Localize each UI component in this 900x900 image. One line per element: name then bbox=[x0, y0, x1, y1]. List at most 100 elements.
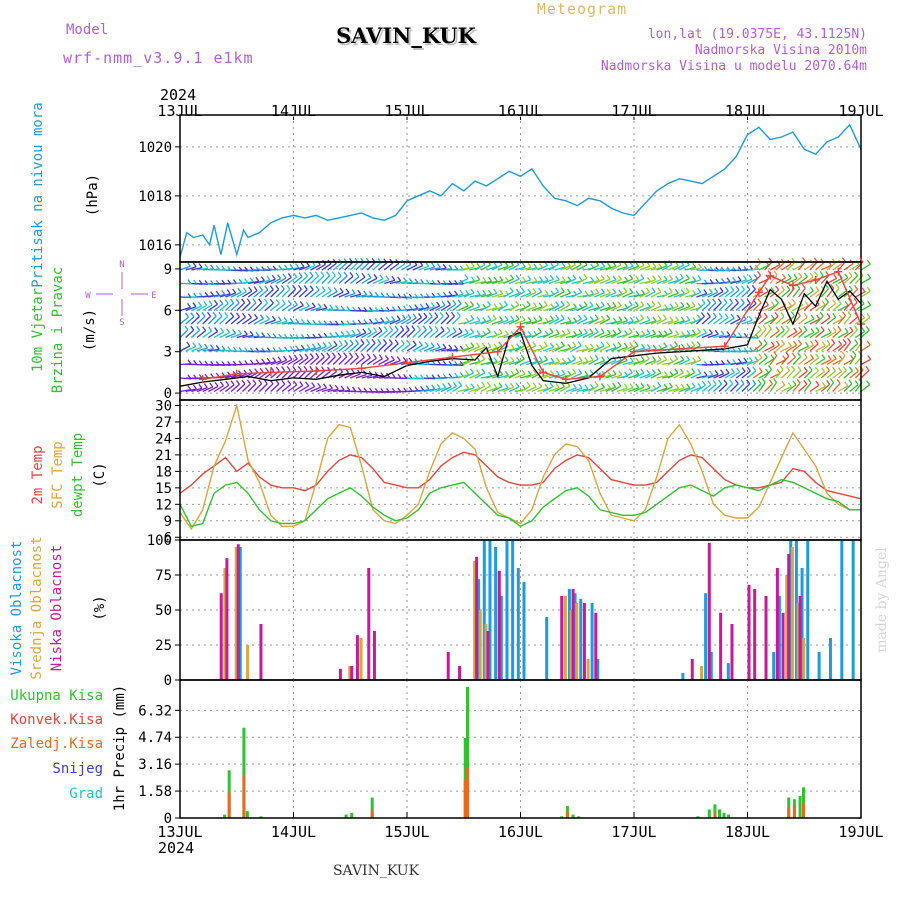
bar-srednja-oblacnost bbox=[790, 547, 794, 680]
bar-srednja-oblacnost bbox=[223, 568, 227, 680]
temp2m-ylabel: 2m Temp bbox=[30, 445, 46, 504]
bar-ukupna-kisa bbox=[713, 804, 717, 818]
bar-visoka-oblacnost bbox=[488, 540, 492, 680]
bar-visoka-oblacnost bbox=[709, 652, 713, 680]
gust-marker bbox=[561, 375, 570, 384]
bar-niska-oblacnost bbox=[798, 596, 802, 680]
cloud-unit: (%) bbox=[92, 595, 108, 620]
bar-niska-oblacnost bbox=[225, 558, 229, 680]
bar-konvek-kisa bbox=[565, 811, 569, 818]
bar-ukupna-kisa bbox=[370, 797, 374, 818]
y-tick-label: 1016 bbox=[138, 238, 172, 254]
bar-ukupna-kisa bbox=[707, 809, 711, 818]
bar-srednja-oblacnost bbox=[563, 596, 567, 680]
bar-niska-oblacnost bbox=[707, 542, 711, 680]
y-tick-label: 0 bbox=[164, 673, 172, 689]
gust-marker bbox=[539, 368, 548, 377]
time-axis-bottom: 13JUL 14JUL 15JUL 16JUL 17JUL 18JUL 19JUL bbox=[157, 812, 884, 841]
y-tick-label: 12 bbox=[155, 497, 172, 513]
bar-srednja-oblacnost bbox=[246, 645, 250, 680]
bar-srednja-oblacnost bbox=[575, 603, 579, 680]
gust-marker bbox=[312, 367, 321, 376]
time-tick-label: 14JUL bbox=[271, 823, 316, 841]
lonlat-label: lon,lat (19.0375E, 43.1125N) bbox=[648, 27, 867, 42]
bar-srednja-oblacnost bbox=[569, 610, 573, 680]
bar-konvek-kisa bbox=[463, 780, 467, 818]
mid-cloud-ylabel: Srednja Oblacnost bbox=[29, 536, 45, 679]
low-cloud-ylabel: Niska Oblacnost bbox=[49, 545, 65, 671]
footer-station: SAVIN_KUK bbox=[333, 863, 420, 879]
bar-niska-oblacnost bbox=[719, 612, 723, 680]
time-tick-label: 13JUL bbox=[157, 823, 202, 841]
gust-marker bbox=[788, 281, 797, 290]
bar-visoka-oblacnost bbox=[522, 582, 526, 680]
bar-niska-oblacnost bbox=[764, 596, 768, 680]
y-tick-label: 15 bbox=[155, 481, 172, 497]
legend-ukupna-kisa: Ukupna Kisa bbox=[10, 688, 103, 704]
bar-visoka-oblacnost bbox=[681, 673, 685, 680]
bar-srednja-oblacnost bbox=[802, 638, 806, 680]
gust-marker bbox=[403, 358, 411, 367]
bar-konvek-kisa bbox=[227, 792, 231, 818]
bar-ukupna-kisa bbox=[577, 816, 581, 818]
bar-konvek-kisa bbox=[801, 802, 805, 818]
bar-srednja-oblacnost bbox=[586, 659, 590, 680]
bar-niska-oblacnost bbox=[372, 631, 376, 680]
y-tick-label: 75 bbox=[155, 568, 172, 584]
model-elevation-label: Nadmorska Visina u modelu 2070.64m bbox=[601, 59, 867, 74]
bar-niska-oblacnost bbox=[475, 556, 479, 680]
time-tick-label: 18JUL bbox=[725, 823, 770, 841]
bar-visoka-oblacnost bbox=[726, 663, 730, 680]
time-tick-label: 19JUL bbox=[838, 823, 883, 841]
bar-visoka-oblacnost bbox=[851, 540, 855, 680]
bar-niska-oblacnost bbox=[446, 652, 450, 680]
bar-visoka-oblacnost bbox=[777, 596, 781, 680]
y-tick-label: 6 bbox=[164, 530, 172, 546]
gust-marker bbox=[198, 375, 207, 384]
legend-grad: Grad bbox=[69, 786, 103, 802]
pressure-unit: (hPa) bbox=[85, 174, 101, 216]
compass-s: S bbox=[119, 318, 124, 328]
pressure-ylabel: Pritisak na nivou mora bbox=[30, 102, 46, 287]
bar-niska-oblacnost bbox=[338, 668, 342, 680]
bar-niska-oblacnost bbox=[775, 568, 779, 680]
elevation-label: Nadmorska Visina 2010m bbox=[695, 43, 867, 58]
bar-ukupna-kisa bbox=[350, 812, 354, 818]
bar-niska-oblacnost bbox=[367, 568, 371, 680]
compass-e: E bbox=[151, 291, 156, 301]
dewpt-ylabel: dewpt Temp bbox=[70, 433, 86, 517]
bar-niska-oblacnost bbox=[236, 544, 240, 680]
y-tick-label: 0 bbox=[164, 386, 172, 402]
gust-marker bbox=[448, 353, 457, 362]
gust-marker bbox=[811, 275, 820, 284]
bar-visoka-oblacnost bbox=[516, 568, 520, 680]
meteogram-label: Meteogram bbox=[537, 0, 627, 18]
bar-visoka-oblacnost bbox=[505, 540, 509, 680]
bar-visoka-oblacnost bbox=[238, 547, 242, 680]
bar-niska-oblacnost bbox=[458, 666, 462, 680]
bar-niska-oblacnost bbox=[582, 603, 586, 680]
bar-niska-oblacnost bbox=[350, 666, 354, 680]
bar-visoka-oblacnost bbox=[772, 652, 776, 680]
gust-marker bbox=[493, 347, 502, 356]
y-tick-label: 3 bbox=[164, 345, 172, 361]
station-title: SAVIN_KUK bbox=[336, 23, 477, 48]
sfctemp-ylabel: SFC Temp bbox=[50, 441, 66, 508]
high-cloud-ylabel: Visoka Oblacnost bbox=[9, 541, 25, 676]
gust-marker bbox=[232, 369, 241, 378]
time-tick-label: 15JUL bbox=[384, 823, 429, 841]
bar-visoka-oblacnost bbox=[573, 593, 577, 680]
bar-srednja-oblacnost bbox=[700, 666, 704, 680]
bar-niska-oblacnost bbox=[753, 589, 757, 680]
bar-ukupna-kisa bbox=[717, 809, 721, 818]
bar-visoka-oblacnost bbox=[596, 659, 600, 680]
y-tick-label: 4.74 bbox=[138, 730, 172, 746]
bar-konvek-kisa bbox=[787, 807, 791, 818]
bar-konvek-kisa bbox=[242, 775, 246, 818]
bar-srednja-oblacnost bbox=[348, 666, 352, 680]
bar-srednja-oblacnost bbox=[359, 638, 363, 680]
bar-niska-oblacnost bbox=[594, 612, 598, 680]
bar-visoka-oblacnost bbox=[567, 589, 571, 680]
y-tick-label: 1.58 bbox=[138, 784, 172, 800]
